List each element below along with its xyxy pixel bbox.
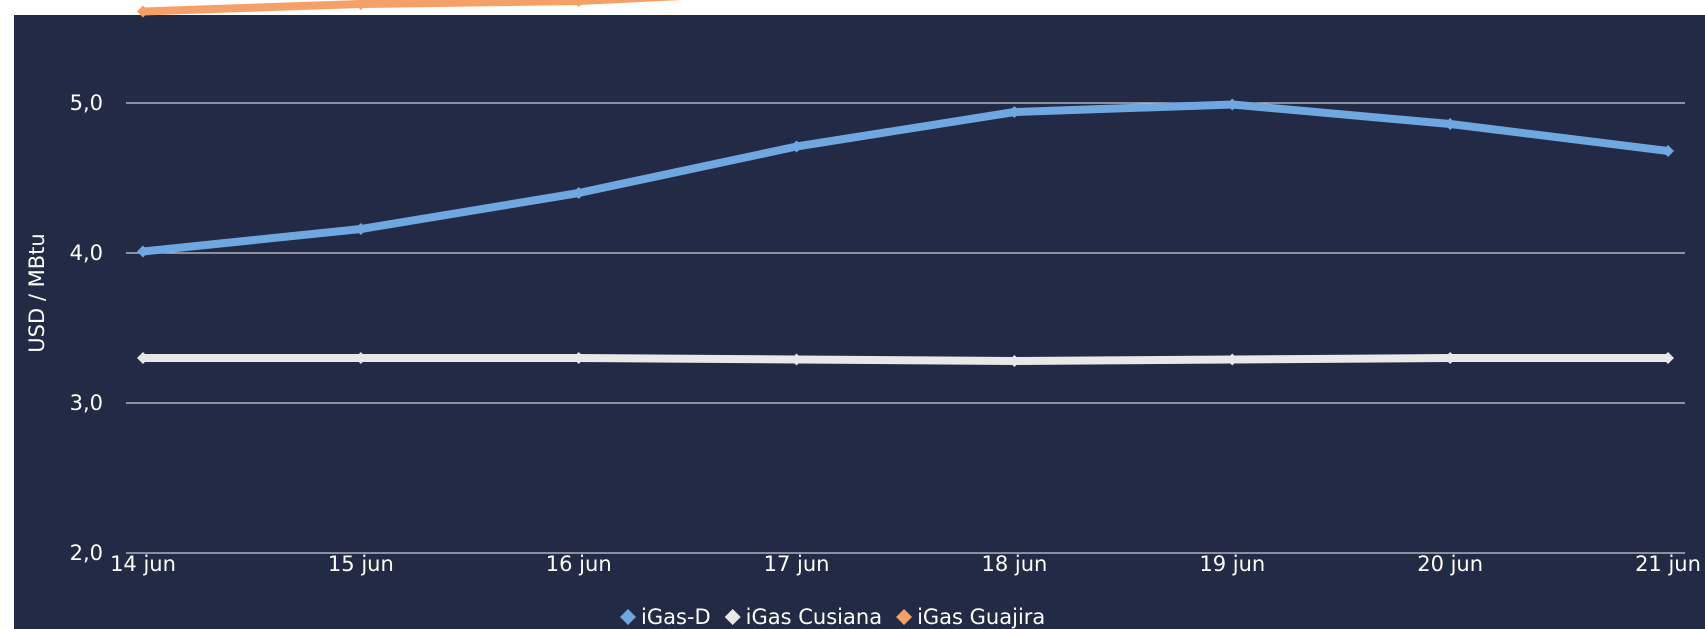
series-igas-d (137, 98, 1674, 258)
data-point (572, 187, 585, 199)
legend: iGas-D iGas Cusiana iGas Guajira (620, 605, 1045, 629)
x-tick-label: 19 jun (1199, 552, 1265, 576)
data-point (354, 223, 367, 235)
series-lines (137, 0, 1674, 367)
data-point (790, 353, 803, 366)
data-point (354, 0, 367, 10)
x-tick-label: 14 jun (110, 552, 176, 576)
series-igas-cusiana (137, 352, 1674, 367)
series-line (139, 354, 1672, 365)
legend-marker (620, 609, 636, 625)
legend-label: iGas Cusiana (746, 605, 882, 629)
chart-panel (14, 15, 1705, 629)
x-tick-label: 15 jun (328, 552, 394, 576)
data-point (1008, 106, 1021, 118)
x-tick-label: 17 jun (764, 552, 830, 576)
data-point (790, 140, 803, 153)
data-point (1662, 352, 1674, 364)
legend-label: iGas-D (641, 605, 711, 629)
data-point (572, 352, 585, 364)
legend-item: iGas Guajira (896, 605, 1045, 629)
y-axis-ticks: 2,0 3,0 4,0 5,0 (70, 91, 103, 565)
data-point (354, 352, 367, 364)
legend-marker (724, 609, 741, 625)
legend-marker (896, 609, 913, 625)
legend-label: iGas Guajira (917, 605, 1045, 629)
legend-item: iGas Cusiana (724, 605, 882, 629)
x-tick-label: 20 jun (1417, 552, 1483, 576)
data-point (572, 0, 585, 7)
series-igas-guajira (137, 0, 683, 18)
data-point (1444, 352, 1457, 364)
y-axis-title: USD / MBtu (25, 233, 49, 352)
x-tick-label: 16 jun (546, 552, 612, 576)
gridlines (126, 102, 1685, 554)
x-tick-label: 21 jun (1635, 552, 1701, 576)
y-tick-label: 5,0 (70, 91, 103, 115)
data-point (137, 352, 149, 364)
series-line (139, 0, 683, 16)
x-tick-label: 18 jun (981, 552, 1047, 576)
y-tick-label: 3,0 (70, 391, 103, 415)
data-point (1008, 355, 1021, 367)
data-point (1226, 98, 1239, 111)
series-line (139, 100, 1672, 256)
data-point (1226, 353, 1239, 366)
data-point (137, 245, 149, 258)
y-tick-label: 4,0 (70, 241, 103, 265)
legend-item: iGas-D (620, 605, 711, 629)
data-point (137, 5, 149, 18)
x-axis-ticks: 14 jun 15 jun 16 jun 17 jun 18 jun 19 jun 20 j… (110, 552, 1701, 576)
y-tick-label: 2,0 (70, 541, 103, 565)
data-point (1444, 118, 1457, 130)
data-point (1662, 145, 1674, 157)
